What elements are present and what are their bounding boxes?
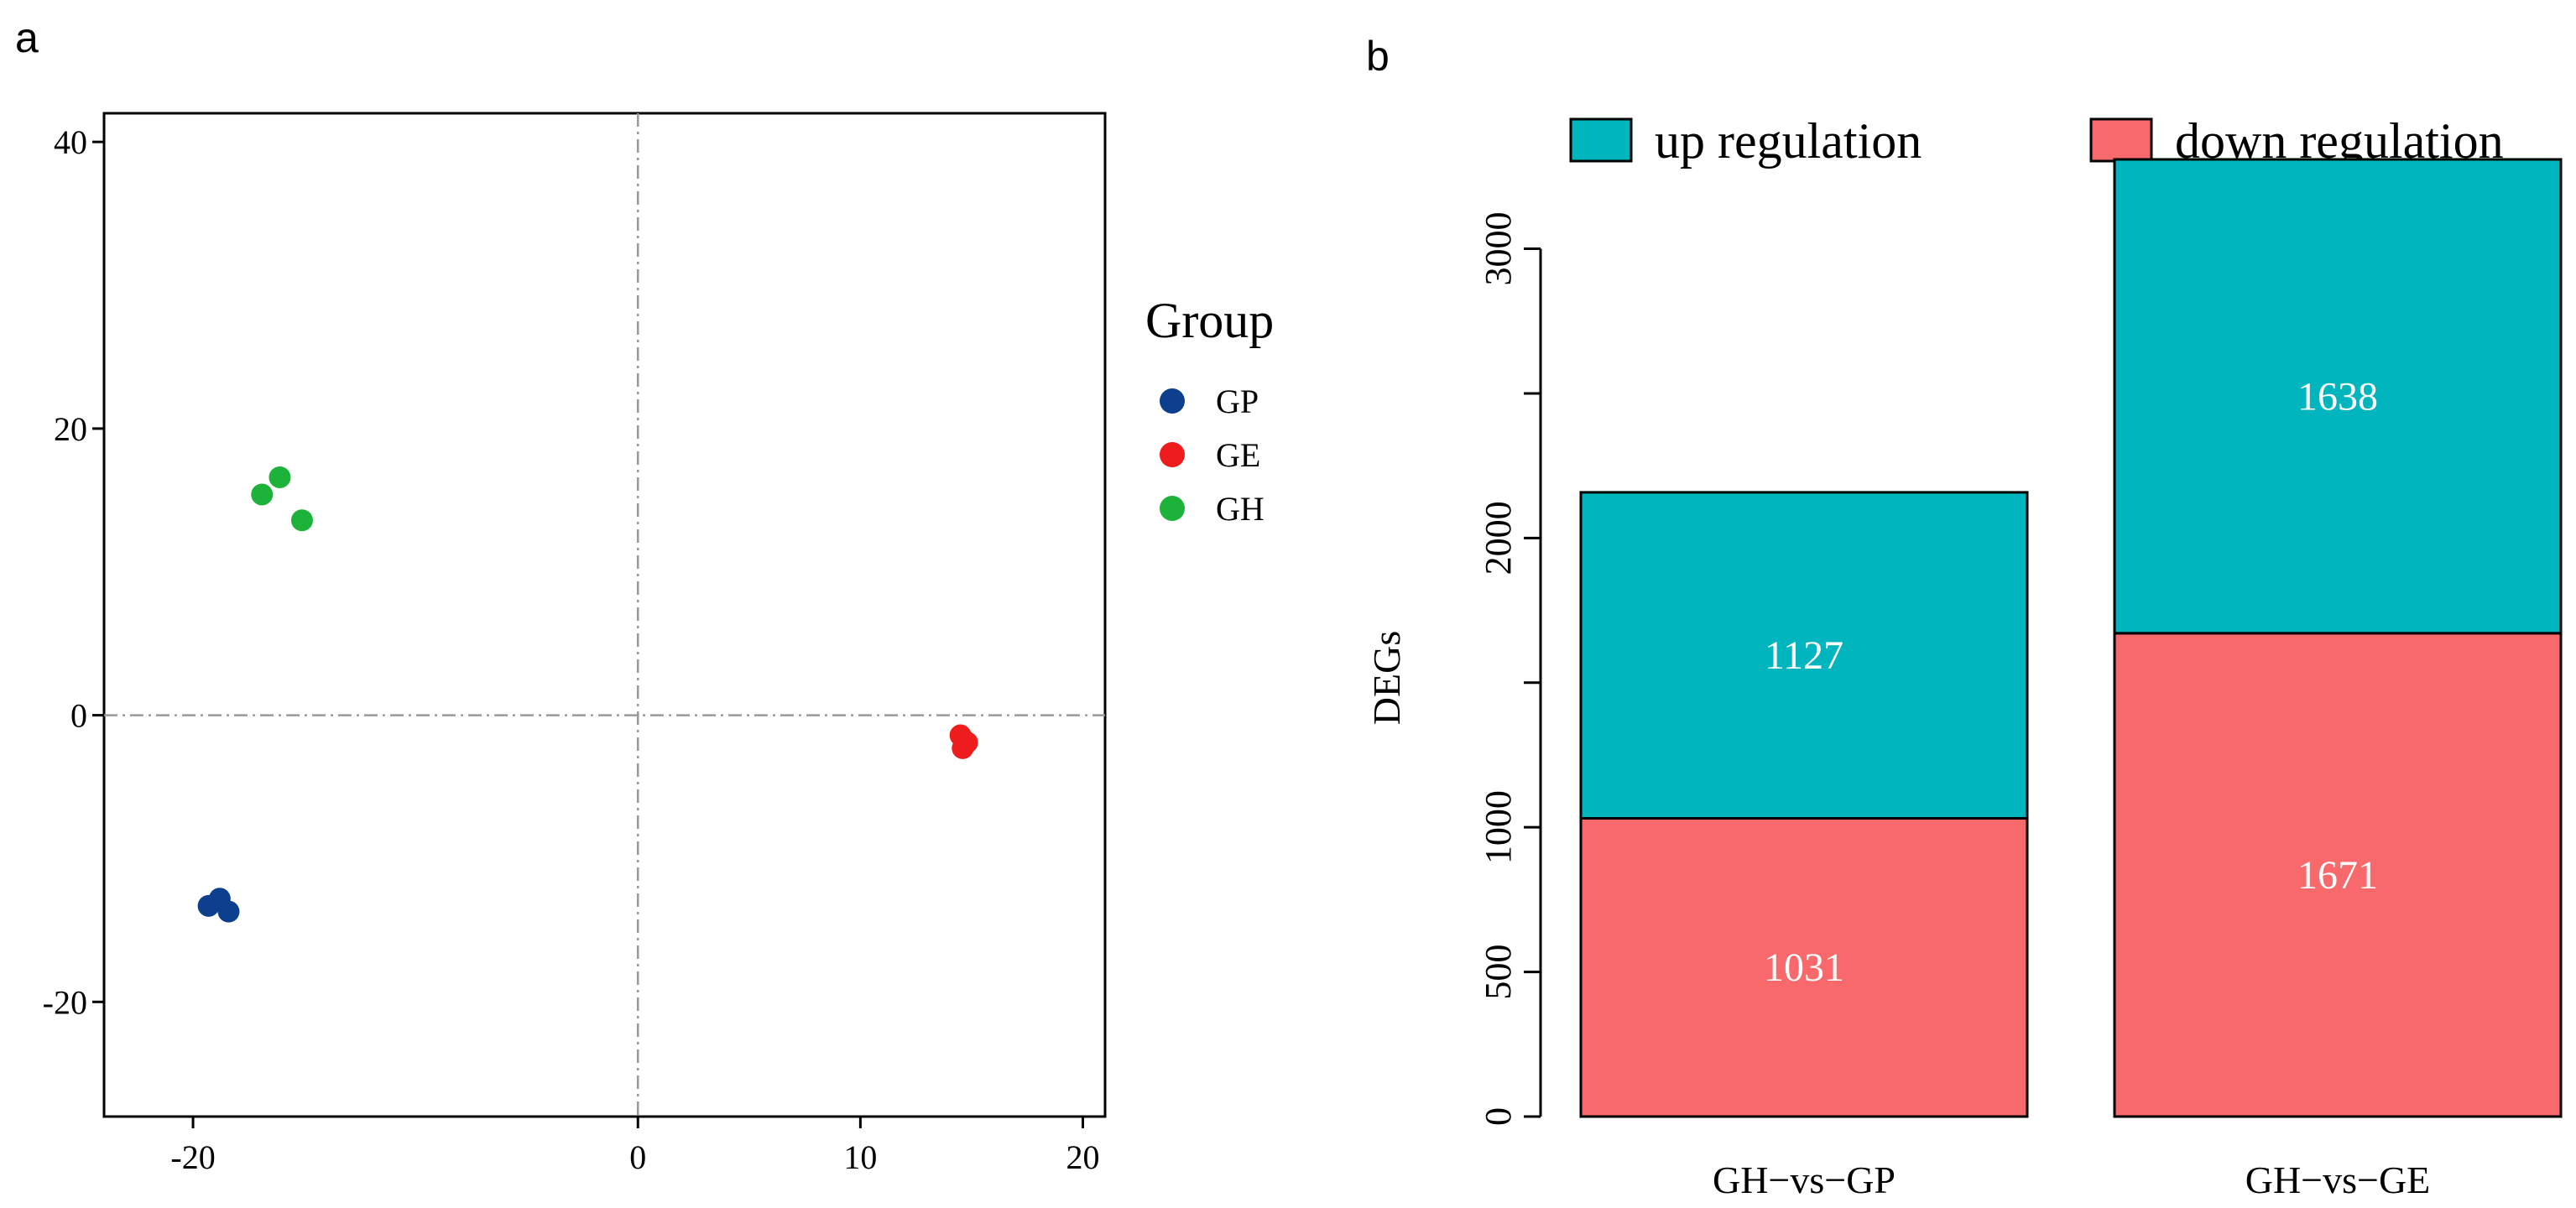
category-label: GH−vs−GP bbox=[1713, 1159, 1895, 1201]
point-gp bbox=[217, 900, 240, 923]
legend-label-gh: GH bbox=[1216, 490, 1265, 528]
y-tick-label: 0 bbox=[1478, 1107, 1519, 1126]
bars: 1031 1127 1671 1638 bbox=[1579, 158, 2563, 1118]
y-axis-label: DEGs bbox=[1365, 631, 1408, 725]
scatter-plot-frame bbox=[102, 112, 1107, 1118]
x-tick-label: -20 bbox=[170, 1138, 215, 1176]
y-axis-ticks: 40 20 0 -20 bbox=[43, 123, 104, 1021]
y-tick-label: 3000 bbox=[1478, 212, 1519, 286]
x-tick-label: 0 bbox=[629, 1138, 646, 1176]
bar-down-regulation bbox=[2113, 632, 2563, 1118]
point-ge bbox=[952, 737, 974, 759]
y-tick-label: 1000 bbox=[1478, 790, 1519, 864]
value-label-up: 1127 bbox=[1765, 633, 1843, 678]
scatter-legend: GP GE GH bbox=[1160, 383, 1265, 528]
category-label: GH−vs−GE bbox=[2245, 1159, 2431, 1201]
category-labels: GH−vs−GP GH−vs−GE bbox=[1713, 1159, 2430, 1201]
legend-marker-gh bbox=[1160, 496, 1185, 521]
y-tick-label: 40 bbox=[54, 123, 87, 161]
y-tick-label: 500 bbox=[1478, 945, 1519, 1000]
y-tick-label: 0 bbox=[70, 697, 87, 735]
panel-label-a: a bbox=[15, 14, 39, 61]
y-tick-label: 2000 bbox=[1478, 501, 1519, 575]
y-axis: 0 500 1000 2000 3000 bbox=[1478, 212, 1542, 1126]
legend-label-up-regulation: up regulation bbox=[1655, 113, 1922, 169]
bar-down-regulation bbox=[1579, 816, 2029, 1118]
x-tick-label: 10 bbox=[843, 1138, 877, 1176]
bar-up-regulation bbox=[1579, 491, 2029, 820]
x-tick-label: 20 bbox=[1066, 1138, 1099, 1176]
panel-label-b: b bbox=[1366, 33, 1390, 80]
scatter-points bbox=[197, 466, 978, 923]
legend-swatch-up-regulation bbox=[1569, 117, 1633, 163]
bar-panel: up regulation down regulation 05001000200… bbox=[1365, 113, 2563, 1201]
y-tick-label: 20 bbox=[54, 410, 87, 448]
point-gh bbox=[269, 466, 291, 488]
x-axis-ticks: -20 0 10 20 bbox=[170, 1117, 1099, 1176]
y-tick-label: -20 bbox=[43, 983, 87, 1021]
value-label-down: 1031 bbox=[1764, 945, 1844, 990]
legend-title: Group bbox=[1145, 293, 1274, 348]
legend-marker-gp bbox=[1160, 388, 1185, 414]
point-gh bbox=[290, 509, 313, 532]
scatter-panel: -20 0 10 20 40 20 0 -20 Group GP GE GH bbox=[43, 112, 1274, 1176]
legend-label-gp: GP bbox=[1216, 383, 1259, 420]
value-label-down: 1671 bbox=[2297, 853, 2378, 898]
legend-swatch-down-regulation bbox=[2089, 117, 2153, 163]
legend-label-ge: GE bbox=[1216, 436, 1260, 474]
legend-marker-ge bbox=[1160, 442, 1185, 467]
value-label-up: 1638 bbox=[2297, 374, 2378, 419]
point-gh bbox=[251, 483, 274, 506]
bar-up-regulation bbox=[2113, 158, 2563, 635]
